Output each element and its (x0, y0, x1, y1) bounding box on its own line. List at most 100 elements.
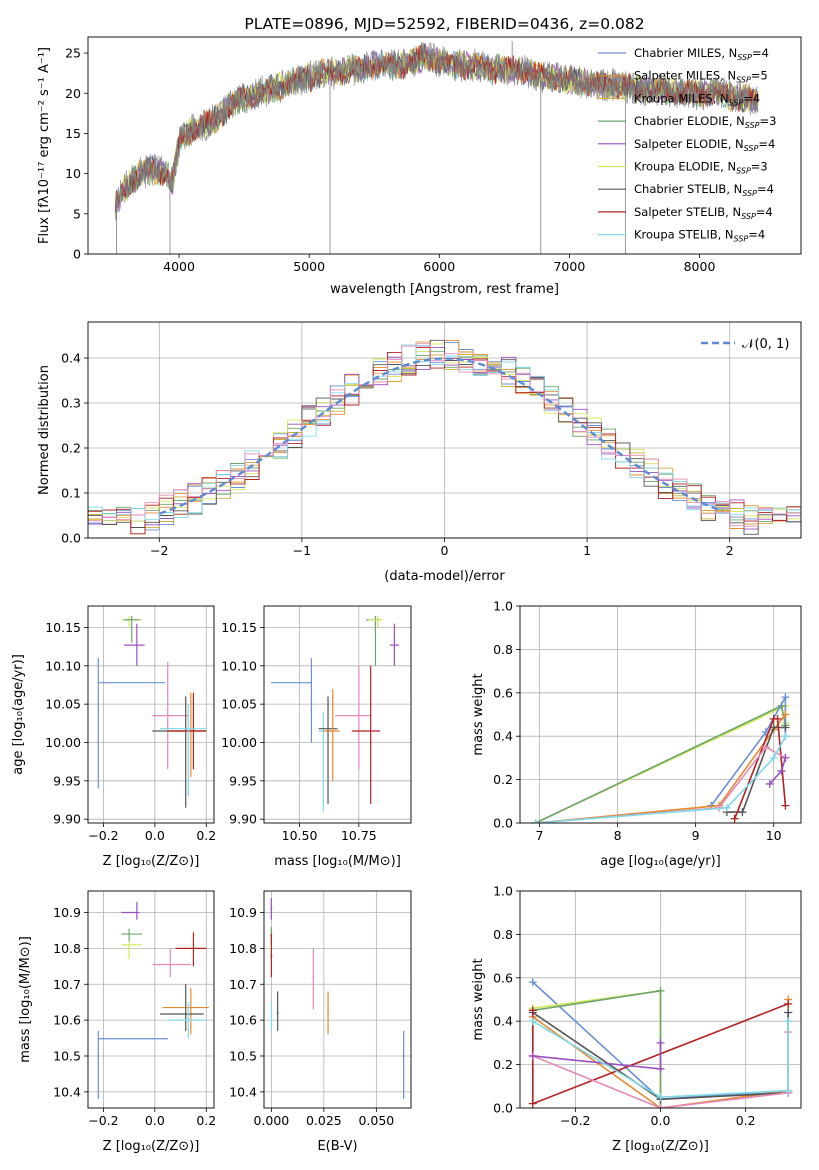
y-tick-label: 0.6 (493, 970, 513, 985)
weight-point-marker (773, 714, 782, 723)
x-tick-label: 0.0 (651, 1113, 671, 1128)
weight-line (733, 718, 787, 819)
x-tick-label: 0.2 (196, 1113, 216, 1128)
y-tick-label: 10.5 (53, 1048, 81, 1063)
chart-weight-vs-Z: −0.2 0.0 0.2 0.0 0.2 0.4 0.6 0.8 1.0 Z [log₁₀(Z/Z… (471, 884, 802, 1154)
y-tick-label: 10.05 (45, 697, 81, 712)
x-axis-label: mass [log₁₀(M/M⊙)] (274, 854, 401, 869)
y-tick-label: 10.10 (45, 658, 81, 673)
y-tick-label: 10.15 (45, 620, 81, 635)
legend-entry-tail: =4 (757, 182, 774, 196)
axes-frame (87, 321, 802, 539)
weight-point-marker (781, 710, 790, 719)
residual-histogram (88, 339, 801, 535)
y-tick-label: 0.4 (493, 729, 513, 744)
weight-point-marker (784, 999, 793, 1008)
x-tick-label: 8000 (684, 259, 716, 274)
normal-curve (158, 357, 724, 515)
y-tick-label: 10.05 (221, 697, 257, 712)
x-tick-label: 10.75 (341, 828, 377, 843)
chart-mass-vs-Z: −0.2 0.0 0.2 10.4 10.5 10.6 10.7 10.8 10.9 Z [log… (18, 890, 216, 1154)
y-tick-label: 0.3 (61, 396, 81, 411)
weight-point-marker (761, 743, 770, 752)
legend-entry-main: Kroupa STELIB, N (634, 228, 734, 242)
y-tick-label: 0.2 (61, 441, 81, 456)
x-tick-label: −2 (150, 543, 168, 558)
y-tick-label: 5 (73, 206, 81, 221)
y-tick-label: 15 (65, 126, 81, 141)
y-tick-label: 9.90 (53, 812, 81, 827)
y-tick-label: 0.6 (493, 685, 513, 700)
chart-weight-vs-age: 7 8 9 10 0.0 0.2 0.4 0.6 0.8 1.0 age [log₁₀(age/yr… (471, 599, 802, 869)
weight-line (532, 1020, 789, 1099)
legend-entry-subscript: SSP (736, 76, 751, 85)
plot-area (97, 615, 207, 808)
legend-entry-main: Chabrier STELIB, N (634, 182, 742, 196)
y-tick-label: 0.2 (493, 772, 513, 787)
chart-title: PLATE=0896, MJD=52592, FIBERID=0436, z=0… (244, 15, 644, 33)
legend-entry: Kroupa ELODIE, NSSP=3 (634, 160, 768, 176)
x-axis-label: wavelength [Angstrom, rest frame] (330, 282, 559, 297)
y-tick-label: 0.2 (493, 1057, 513, 1072)
model-spectrum-line (114, 49, 758, 218)
x-axis-label: Z [log₁₀(Z/Z⊙)] (612, 1139, 709, 1154)
x-tick-label: 0.2 (736, 1113, 756, 1128)
x-tick-label: 10 (766, 828, 782, 843)
x-tick-label: 0.0 (145, 1113, 165, 1128)
weight-point-marker (656, 1038, 665, 1047)
weight-point-marker (784, 1008, 793, 1017)
y-tick-label: 0.1 (61, 486, 81, 501)
plot-area (528, 978, 793, 1108)
y-axis-label: mass [log₁₀(M/M⊙)] (18, 936, 33, 1063)
x-tick-label: 0.000 (253, 1113, 289, 1128)
plot-area (531, 693, 790, 823)
y-tick-label: 10.9 (53, 905, 81, 920)
weight-point-marker (528, 1017, 537, 1026)
legend-entry-subscript: SSP (744, 144, 759, 153)
x-tick-label: 0.2 (196, 828, 216, 843)
weight-point-marker (781, 801, 790, 810)
weight-point-marker (656, 1104, 665, 1108)
y-axis-label: Normed distribution (37, 365, 52, 495)
legend-entry-subscript: SSP (734, 235, 749, 244)
legend-entry-tail: =4 (752, 46, 769, 60)
legend-entry-tail: =4 (743, 91, 760, 105)
legend-entry-subscript: SSP (742, 189, 757, 198)
y-tick-label: 10.8 (229, 941, 257, 956)
legend-entry-main: Chabrier ELODIE, N (634, 114, 745, 128)
legend-entry: Chabrier ELODIE, NSSP=3 (634, 114, 776, 130)
y-tick-label: 10.9 (229, 905, 257, 920)
chart-residuals: −2 −1 0 1 2 0.0 0.1 0.2 0.3 0.4 (data-model)/error… (37, 321, 802, 584)
axes-frame (87, 890, 215, 1109)
legend-entry-main: Chabrier MILES, N (634, 46, 737, 60)
weight-point-marker (781, 753, 790, 762)
y-tick-label: 9.95 (53, 773, 81, 788)
x-tick-label: 6000 (423, 259, 455, 274)
weight-point-marker (781, 693, 790, 702)
legend-entry-tail: =3 (751, 160, 768, 174)
chart-mass-vs-ebv: 0.000 0.025 0.050 10.4 10.5 10.6 10.7 10.8 10.9 E… (229, 890, 412, 1154)
y-axis-label: age [log₁₀(age/yr)] (11, 654, 26, 775)
weight-point-marker (769, 753, 778, 762)
y-tick-label: 10.10 (221, 658, 257, 673)
x-tick-label: −1 (293, 543, 311, 558)
x-tick-label: 1 (583, 543, 591, 558)
x-tick-label: 2 (726, 543, 734, 558)
y-tick-label: 10.6 (229, 1013, 257, 1028)
plot-area (114, 41, 759, 254)
y-tick-label: 20 (65, 86, 81, 101)
y-tick-label: 10.5 (229, 1048, 257, 1063)
legend-entry-subscript: SSP (737, 53, 752, 62)
legend-entry-main: Kroupa MILES, N (634, 91, 729, 105)
legend-entry: Salpeter ELODIE, NSSP=4 (634, 137, 775, 153)
figure-layer: 4000 5000 6000 7000 80000510152025PLATE=0896… (11, 15, 802, 1154)
legend-entry-tail: =4 (758, 137, 775, 151)
weight-point-marker (784, 1017, 793, 1026)
weight-point-marker (765, 779, 774, 788)
axes-frame (519, 890, 802, 1109)
legend-entry: Kroupa STELIB, NSSP=4 (634, 228, 765, 244)
weight-line (535, 735, 787, 823)
weight-point-marker (738, 808, 747, 817)
legend-entry-main: Salpeter MILES, N (634, 69, 736, 83)
